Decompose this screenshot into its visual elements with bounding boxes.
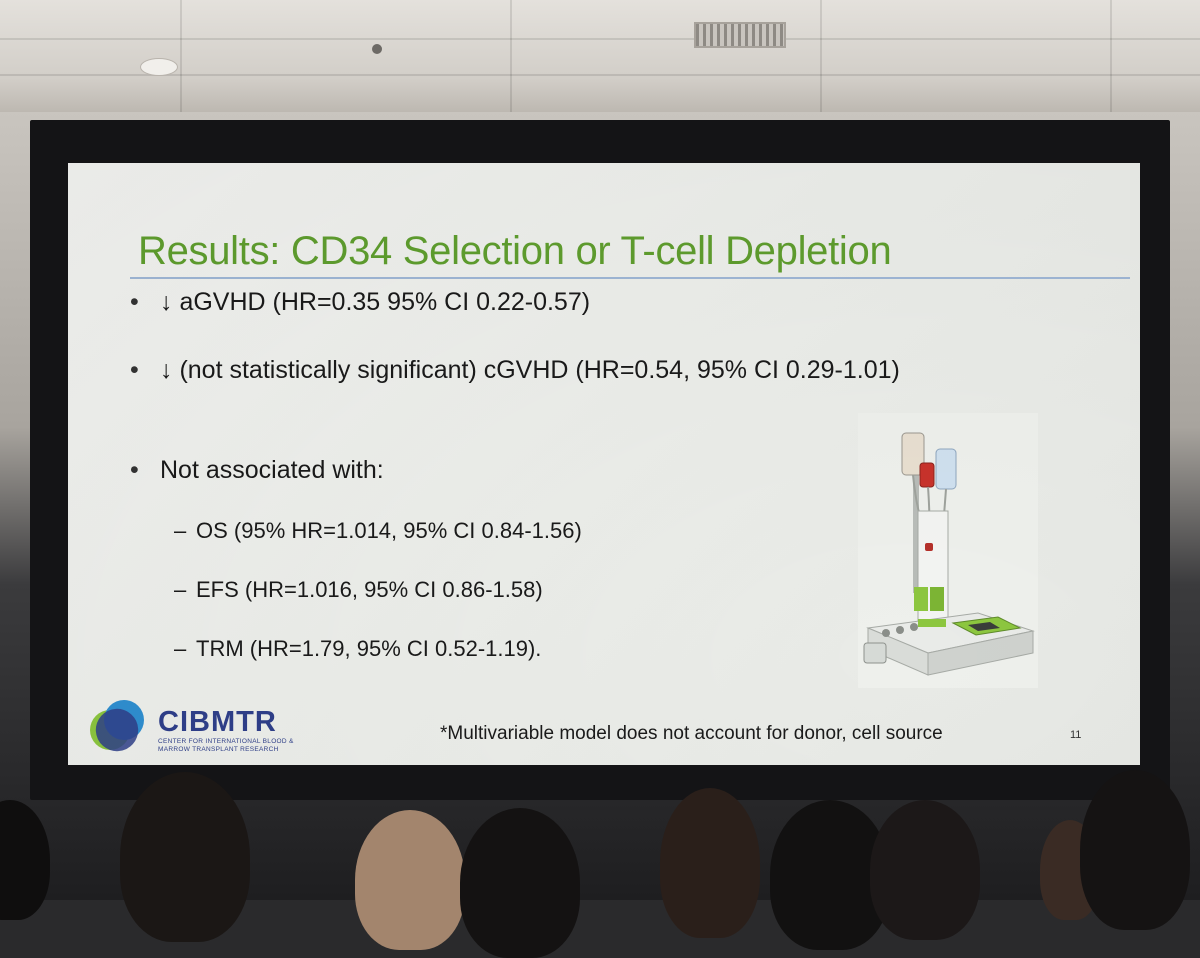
- bullet-text: ↓ (not statistically significant) cGVHD …: [160, 356, 900, 384]
- audience-head: [660, 788, 760, 938]
- cibmtr-logo: CIBMTR CENTER FOR INTERNATIONAL BLOOD & …: [86, 698, 316, 758]
- audience-head: [1080, 770, 1190, 930]
- sub-bullet-marker: –: [174, 518, 187, 543]
- ceiling: [0, 0, 1200, 112]
- sub-bullet-text: TRM (HR=1.79, 95% CI 0.52-1.19).: [196, 636, 542, 661]
- audience-head: [355, 810, 465, 950]
- bullet-marker: •: [130, 456, 139, 484]
- sub-bullet-item: – EFS (HR=1.016, 95% CI 0.86-1.58): [174, 577, 543, 603]
- sprinkler: [372, 44, 382, 54]
- sub-bullet-text: EFS (HR=1.016, 95% CI 0.86-1.58): [196, 577, 543, 602]
- smoke-detector: [140, 58, 178, 76]
- audience-head: [460, 808, 580, 958]
- bullet-marker: •: [130, 288, 139, 316]
- audience-head: [120, 772, 250, 942]
- slide-title: Results: CD34 Selection or T-cell Deplet…: [138, 229, 892, 273]
- sub-bullet-marker: –: [174, 636, 187, 661]
- cibmtr-logo-mark: [90, 700, 144, 752]
- bullet-text: Not associated with:: [160, 456, 384, 484]
- audience-head: [870, 800, 980, 940]
- cell-separator-device-illustration: [858, 413, 1038, 688]
- bullet-text: ↓ aGVHD (HR=0.35 95% CI 0.22-0.57): [160, 288, 591, 316]
- bullet-item: • ↓ (not statistically significant) cGVHD…: [130, 356, 900, 385]
- bullet-item: • Not associated with:: [130, 456, 384, 485]
- bullet-marker: •: [130, 356, 139, 384]
- bullet-item: • ↓ aGVHD (HR=0.35 95% CI 0.22-0.57): [130, 288, 590, 317]
- sub-bullet-text: OS (95% HR=1.014, 95% CI 0.84-1.56): [196, 518, 582, 543]
- slide: Results: CD34 Selection or T-cell Deplet…: [68, 163, 1140, 765]
- audience-head: [0, 800, 50, 920]
- sub-bullet-marker: –: [174, 577, 187, 602]
- ceiling-vent: [694, 22, 786, 48]
- title-divider: [130, 277, 1130, 279]
- sub-bullet-item: – OS (95% HR=1.014, 95% CI 0.84-1.56): [174, 518, 582, 544]
- footnote: *Multivariable model does not account fo…: [440, 723, 943, 744]
- logo-subtitle: CENTER FOR INTERNATIONAL BLOOD & MARROW …: [158, 738, 294, 753]
- logo-name: CIBMTR: [158, 706, 277, 738]
- sub-bullet-item: – TRM (HR=1.79, 95% CI 0.52-1.19).: [174, 636, 541, 662]
- audience: [0, 760, 1200, 958]
- page-number: 11: [1070, 729, 1082, 741]
